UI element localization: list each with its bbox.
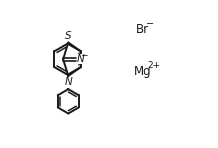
Text: −: − [80,50,88,59]
Text: Br: Br [136,23,149,36]
Text: Mg: Mg [134,65,152,78]
Text: −: − [146,19,154,29]
Text: 2+: 2+ [147,61,160,70]
Text: N: N [65,77,73,87]
Text: S: S [65,31,72,41]
Text: N: N [77,54,85,64]
